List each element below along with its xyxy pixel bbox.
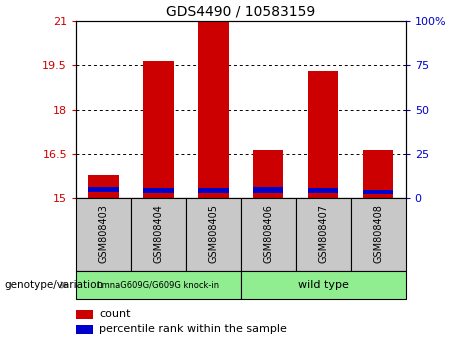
Title: GDS4490 / 10583159: GDS4490 / 10583159 bbox=[166, 5, 315, 19]
Bar bbox=[143, 61, 174, 198]
Text: GSM808404: GSM808404 bbox=[154, 204, 164, 263]
Bar bbox=[76, 325, 93, 333]
Text: LmnaG609G/G609G knock-in: LmnaG609G/G609G knock-in bbox=[97, 280, 219, 290]
Bar bbox=[308, 188, 338, 193]
Text: GSM808408: GSM808408 bbox=[373, 204, 383, 263]
Bar bbox=[76, 310, 93, 319]
Text: percentile rank within the sample: percentile rank within the sample bbox=[99, 324, 287, 334]
Bar bbox=[363, 150, 393, 198]
Text: count: count bbox=[99, 309, 130, 319]
Bar bbox=[186, 198, 241, 271]
Text: genotype/variation: genotype/variation bbox=[5, 280, 104, 290]
Bar bbox=[76, 271, 241, 299]
Bar bbox=[89, 187, 118, 192]
Bar bbox=[131, 198, 186, 271]
Bar bbox=[198, 21, 229, 198]
Bar bbox=[296, 198, 351, 271]
Bar bbox=[308, 72, 338, 198]
Text: GSM808405: GSM808405 bbox=[208, 204, 219, 263]
Bar bbox=[363, 190, 393, 194]
Text: GSM808406: GSM808406 bbox=[263, 204, 273, 263]
Text: GSM808403: GSM808403 bbox=[99, 204, 108, 263]
Bar bbox=[253, 150, 284, 198]
Bar bbox=[351, 198, 406, 271]
Text: GSM808407: GSM808407 bbox=[318, 204, 328, 263]
Bar bbox=[76, 198, 131, 271]
Text: wild type: wild type bbox=[298, 280, 349, 290]
Bar bbox=[253, 187, 284, 193]
Bar bbox=[198, 188, 229, 193]
Bar bbox=[241, 271, 406, 299]
Bar bbox=[241, 198, 296, 271]
Bar bbox=[143, 188, 174, 193]
Bar bbox=[89, 175, 118, 198]
